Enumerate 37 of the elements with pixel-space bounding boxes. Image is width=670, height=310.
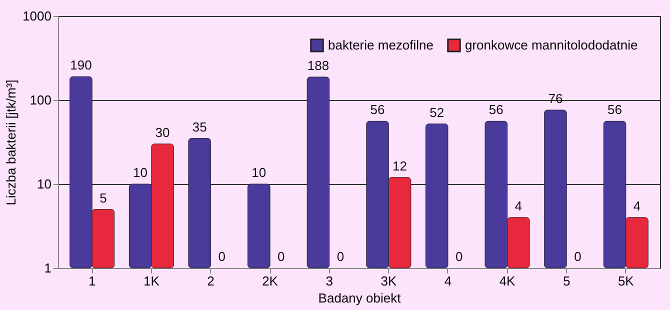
- data-label: 12: [392, 158, 408, 174]
- data-label: 56: [370, 102, 385, 118]
- data-label: 30: [155, 124, 170, 140]
- data-label: 56: [608, 102, 622, 118]
- data-label: 5: [100, 190, 107, 206]
- text: 0: [574, 249, 582, 264]
- data-label: 4: [514, 198, 522, 214]
- text: 0: [336, 249, 344, 264]
- x-tick-label: 2K: [262, 274, 278, 288]
- x-tick-label: 3: [326, 274, 333, 288]
- text: 0: [218, 249, 226, 264]
- x-tick-label: 2: [207, 274, 214, 288]
- text: 0: [278, 249, 285, 264]
- x-tick-label: 4K: [499, 274, 516, 288]
- text: 0: [455, 249, 463, 264]
- x-tick-label: 1: [88, 274, 96, 288]
- x-tick-label: 1K: [143, 274, 160, 288]
- y-tick-label: 1: [44, 260, 52, 276]
- y-tick-label: 100: [30, 92, 52, 108]
- x-tick-label: 3K: [380, 274, 397, 288]
- data-label: 10: [252, 165, 266, 180]
- data-label: 52: [430, 104, 444, 120]
- data-label: 4: [633, 198, 641, 214]
- data-label: 10: [133, 165, 148, 180]
- legend-label: bakterie mezofilne: [328, 37, 434, 52]
- y-axis-title: Liczba bakterii [jtk/m³]: [4, 80, 19, 206]
- data-label: 56: [488, 102, 504, 118]
- y-tick-label: 1000: [22, 8, 52, 24]
- legend-label: gronkowce mannitolododatnie: [465, 37, 638, 52]
- data-label: 188: [307, 58, 330, 73]
- data-label: 190: [70, 58, 92, 73]
- x-tick-label: 5K: [618, 274, 634, 288]
- y-tick-label: 10: [37, 176, 52, 192]
- data-label: 35: [192, 119, 207, 134]
- x-tick-label: 5: [562, 274, 570, 288]
- x-axis-title: Badany obiekt: [318, 290, 402, 306]
- x-tick-label: 4: [444, 274, 452, 288]
